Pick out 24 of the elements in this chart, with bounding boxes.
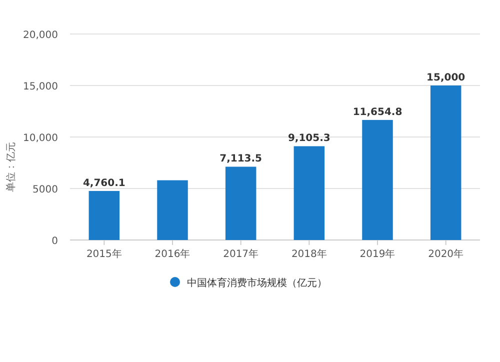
x-tick-label: 2018年 xyxy=(291,248,327,260)
bar xyxy=(225,166,256,240)
x-tick-label: 2020年 xyxy=(428,248,464,260)
y-tick-label: 0 xyxy=(52,236,58,247)
x-tick-label: 2019年 xyxy=(360,248,396,260)
y-tick-label: 20,000 xyxy=(23,30,58,41)
x-tick-label: 2015年 xyxy=(86,248,122,260)
y-tick-label: 10,000 xyxy=(23,133,58,144)
bar xyxy=(157,180,188,240)
data-label: 9,105.3 xyxy=(288,133,330,144)
y-tick-label: 15,000 xyxy=(23,82,58,92)
y-axis-title: 单位：亿元 xyxy=(5,142,17,192)
bar xyxy=(362,120,393,240)
x-tick-label: 2016年 xyxy=(154,248,190,260)
y-tick-label: 5000 xyxy=(32,184,58,196)
data-label: 7,113.5 xyxy=(220,154,262,165)
x-tick-label: 2017年 xyxy=(223,248,259,260)
bar xyxy=(88,190,120,240)
bar xyxy=(430,86,462,240)
data-label: 15,000 xyxy=(426,72,466,84)
bar xyxy=(294,146,325,240)
data-label: 11,654.8 xyxy=(352,106,402,118)
data-label: 4,760.1 xyxy=(82,178,126,189)
legend-label: 中国体育消费市场规模（亿元） xyxy=(187,277,327,289)
